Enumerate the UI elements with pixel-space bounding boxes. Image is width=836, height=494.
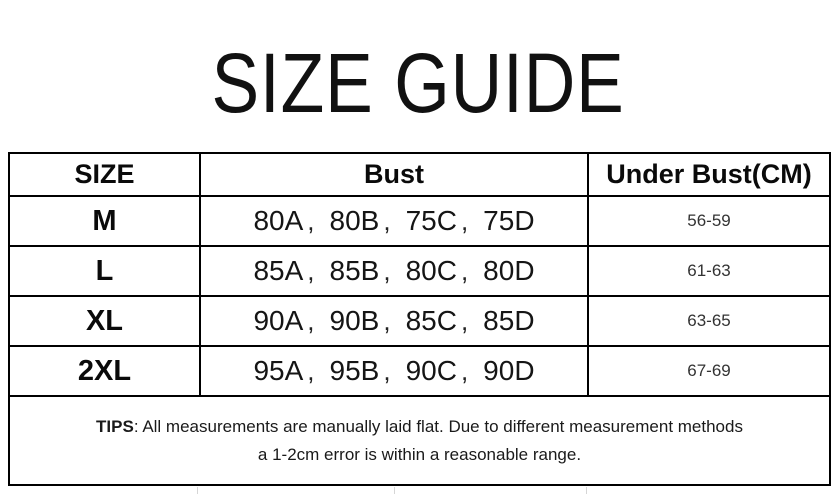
ideographic-comma: , (460, 355, 469, 386)
size-cell: M (10, 197, 201, 247)
ideographic-comma: , (460, 205, 469, 236)
tips-line-1: TIPS: All measurements are manually laid… (96, 413, 743, 441)
ideographic-comma: , (460, 255, 469, 286)
gridline (586, 487, 587, 494)
tips-label: TIPS (96, 416, 134, 436)
size-table: SIZE Bust Under Bust(CM) M 80A, 80B, 75C, 75D 56… (8, 152, 831, 486)
ideographic-comma: , (383, 355, 391, 386)
ideographic-comma: , (383, 305, 391, 336)
bust-cell: 90A, 90B, 85C, 85D (201, 297, 589, 347)
bust-value: 75D (483, 205, 535, 236)
bust-value: 80C (405, 255, 457, 286)
bust-value: 85D (483, 305, 535, 336)
bust-value: 85C (405, 305, 457, 336)
bust-value: 80B (329, 205, 380, 236)
under-bust-cell: 61-63 (589, 247, 829, 297)
ideographic-comma: , (307, 205, 315, 236)
size-cell: L (10, 247, 201, 297)
ideographic-comma: , (307, 255, 315, 286)
bust-value: 75C (405, 205, 457, 236)
ideographic-comma: , (460, 305, 469, 336)
header-bust: Bust (201, 154, 589, 197)
gridline (197, 487, 198, 494)
bust-value: 80D (483, 255, 535, 286)
header-under-bust: Under Bust(CM) (589, 154, 829, 197)
ideographic-comma: , (383, 255, 391, 286)
bust-value: 80A (253, 205, 304, 236)
size-cell: XL (10, 297, 201, 347)
bust-value: 90B (329, 305, 380, 336)
under-bust-cell: 63-65 (589, 297, 829, 347)
tips-line-2: a 1-2cm error is within a reasonable ran… (257, 444, 582, 464)
page-title: SIZE GUIDE (211, 36, 625, 130)
bust-value: 85A (253, 255, 304, 286)
tips-text-1: : All measurements are manually laid fla… (133, 416, 743, 436)
under-bust-cell: 67-69 (589, 347, 829, 397)
ideographic-comma: , (307, 305, 315, 336)
header-size: SIZE (10, 154, 201, 197)
ideographic-comma: , (307, 355, 315, 386)
spreadsheet-gridline-strip (0, 486, 836, 494)
size-cell: 2XL (10, 347, 201, 397)
ideographic-comma: , (383, 205, 391, 236)
tips-box: TIPS: All measurements are manually laid… (10, 397, 829, 484)
bust-value: 85B (329, 255, 380, 286)
bust-value: 90A (253, 305, 304, 336)
bust-value: 90C (405, 355, 457, 386)
under-bust-cell: 56-59 (589, 197, 829, 247)
bust-value: 90D (483, 355, 535, 386)
gridline (394, 487, 395, 494)
page-title-wrap: SIZE GUIDE (0, 0, 836, 152)
bust-value: 95B (329, 355, 380, 386)
bust-cell: 80A, 80B, 75C, 75D (201, 197, 589, 247)
bust-cell: 95A, 95B, 90C, 90D (201, 347, 589, 397)
bust-value: 95A (253, 355, 304, 386)
bust-cell: 85A, 85B, 80C, 80D (201, 247, 589, 297)
